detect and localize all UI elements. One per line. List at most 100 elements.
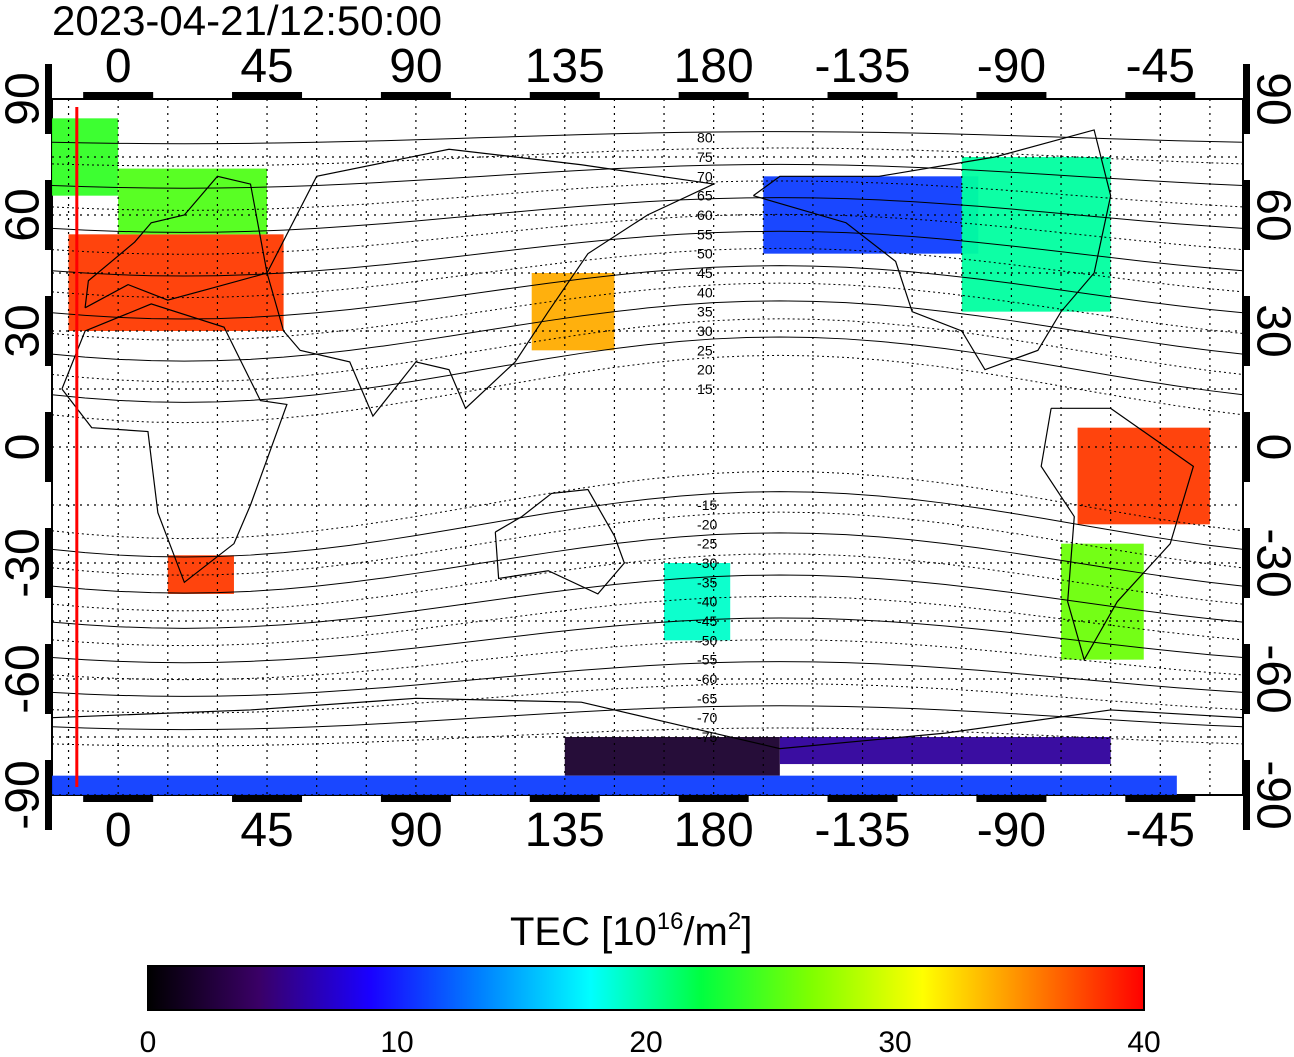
coastlines: [51, 129, 1244, 750]
left-lat-tick-label: -60: [0, 644, 50, 713]
top-axis-tick: [380, 92, 451, 99]
right-lat-tick-label: 90: [1246, 72, 1294, 125]
contour-line: [51, 491, 1244, 558]
contour-label: -70: [697, 710, 717, 726]
colorbar-tick-label: 0: [140, 1026, 157, 1057]
top-lon-tick-label: 0: [105, 40, 132, 93]
contour-line: [51, 617, 1244, 664]
bottom-lon-tick-label: -135: [815, 804, 911, 857]
tec-colorbar: TEC [1016/m2] 0 10 20 30 40: [140, 908, 1161, 1057]
left-axis-tick: [45, 296, 52, 366]
map-gridlines: [52, 98, 1243, 796]
coastline-africa: [61, 303, 288, 584]
contour-line: [51, 532, 1244, 594]
right-lat-tick-label: 60: [1246, 188, 1294, 241]
contour-line: [51, 180, 1244, 211]
colorbar-title-suffix: ]: [741, 910, 752, 954]
contour-label: 65: [697, 188, 713, 204]
contour-label: -65: [697, 690, 717, 706]
contour-label: -75: [697, 729, 717, 745]
bottom-axis-tick: [529, 795, 600, 802]
contour-label: 60: [697, 207, 713, 223]
tec-region-africa-south: [167, 555, 234, 594]
bottom-axis-tick: [380, 795, 451, 802]
right-axis-tick: [1243, 760, 1250, 830]
left-lat-tick-label: 30: [0, 304, 50, 357]
top-axis-tick: [976, 92, 1047, 99]
coastline-antarctica: [51, 697, 1244, 750]
coastline-north-america: [753, 129, 1112, 371]
bottom-lon-tick-label: 90: [389, 804, 442, 857]
contour-label: 45: [697, 265, 713, 281]
contour-label: -55: [697, 652, 717, 668]
colorbar-title-prefix: TEC [10: [510, 910, 657, 954]
right-axis-tick: [1243, 296, 1250, 366]
contour-line: [51, 131, 1244, 145]
contour-line: [51, 683, 1244, 714]
left-axis-tick: [45, 180, 52, 250]
left-axis-tick: [45, 644, 52, 714]
colorbar-tick-label: 20: [629, 1026, 662, 1057]
contour-label: 15: [697, 381, 713, 397]
left-axis-tick: [45, 760, 52, 830]
bottom-axis-tick: [232, 795, 303, 802]
colorbar-tick-label: 10: [380, 1026, 413, 1057]
left-axis-tick: [45, 412, 52, 482]
contour-label: -40: [697, 594, 717, 610]
contour-line: [51, 705, 1244, 731]
right-axis-tick: [1243, 180, 1250, 250]
magnetic-latitude-contours: 80 75 70 65 60 55 50 45 40 35 30 25 20 15 -15 -20 -25 -30…: [51, 130, 1244, 747]
bottom-axis-tick: [976, 795, 1047, 802]
right-lat-tick-label: -90: [1246, 760, 1294, 829]
top-axis-tick: [678, 92, 749, 99]
contour-line: [51, 661, 1244, 697]
tec-region-south-america: [1077, 427, 1210, 525]
contour-label: 20: [697, 362, 713, 378]
top-lon-tick-label: 180: [674, 40, 754, 93]
contour-label: 30: [697, 323, 713, 339]
contour-line: [51, 300, 1244, 362]
contour-label: 50: [697, 246, 713, 262]
coastline-asia: [266, 148, 716, 418]
left-lat-tick-label: -30: [0, 528, 50, 597]
right-lat-tick-label: 30: [1246, 304, 1294, 357]
colorbar-title-unit: /m: [683, 910, 727, 954]
coastline-south-america: [1040, 407, 1195, 662]
bottom-lon-tick-label: 180: [674, 804, 754, 857]
contour-line: [51, 247, 1244, 299]
top-axis-tick: [232, 92, 303, 99]
contour-line: [51, 470, 1244, 540]
contour-line: [51, 163, 1244, 189]
right-axis-tick: [1243, 644, 1250, 714]
top-lon-tick-label: 90: [389, 40, 442, 93]
top-lon-tick-label: -90: [977, 40, 1046, 93]
contour-line: [51, 354, 1244, 424]
contour-line: [51, 147, 1244, 167]
contour-label: 75: [697, 149, 713, 165]
contour-line: [51, 574, 1244, 629]
right-axis-tick: [1243, 64, 1250, 134]
bottom-axis-tick: [827, 795, 898, 802]
contour-label: -35: [697, 574, 717, 590]
colorbar-title-exponent: 16: [657, 908, 684, 935]
top-axis-tick: [1125, 92, 1196, 99]
right-lat-tick-label: -30: [1246, 528, 1294, 597]
colorbar-ticks: 0 10 20 30 40: [140, 1026, 1161, 1057]
top-lon-tick-label: -45: [1126, 40, 1195, 93]
contour-label: 80: [697, 130, 713, 146]
bottom-axis-tick: [678, 795, 749, 802]
bottom-lon-tick-label: -45: [1126, 804, 1195, 857]
left-lat-tick-label: -90: [0, 760, 50, 829]
contour-line: [51, 265, 1244, 320]
contour-label: -60: [697, 671, 717, 687]
tec-region-japan: [531, 273, 615, 351]
colorbar-gradient: [147, 965, 1145, 1011]
axis-tick-labels: 0045459090135135180180-135-135-90-90-45-…: [0, 40, 1294, 857]
tec-region-south-america-south: [1061, 543, 1144, 660]
contour-label: 55: [697, 226, 713, 242]
top-lon-tick-label: -135: [815, 40, 911, 93]
tec-region-north-america-east: [961, 157, 1111, 312]
top-axis-tick: [827, 92, 898, 99]
left-lat-tick-label: 90: [0, 72, 50, 125]
